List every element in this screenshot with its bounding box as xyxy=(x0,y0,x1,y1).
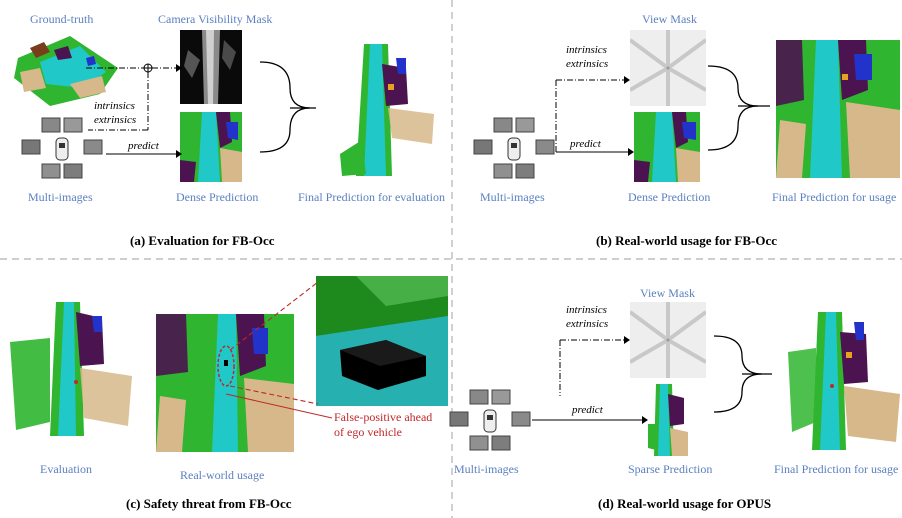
dense-prediction-image-a xyxy=(180,112,242,182)
final-prediction-usage-image-d xyxy=(788,312,900,450)
label-dense-prediction-b: Dense Prediction xyxy=(628,190,711,204)
sparse-prediction-image xyxy=(648,384,688,456)
label-view-mask-b: View Mask xyxy=(642,12,697,26)
arrow-label-extrinsics-a: extrinsics xyxy=(94,114,137,126)
label-sparse-prediction: Sparse Prediction xyxy=(628,462,713,476)
arrow-label-extrinsics-d: extrinsics xyxy=(566,318,609,330)
label-final-prediction-usage-b: Final Prediction for usage xyxy=(772,190,897,204)
label-final-prediction-evaluation: Final Prediction for evaluation xyxy=(298,190,445,204)
arrow-label-intrinsics-b: intrinsics xyxy=(566,44,607,56)
final-prediction-evaluation-image xyxy=(340,44,434,176)
evaluation-image-c xyxy=(10,302,132,436)
final-prediction-usage-image-b xyxy=(776,40,900,178)
arrow-label-predict-d: predict xyxy=(572,404,603,416)
caption-b: (b) Real-world usage for FB-Occ xyxy=(596,233,778,248)
dense-prediction-image-b xyxy=(634,112,700,182)
real-world-usage-image-c xyxy=(156,314,294,452)
caption-c: (c) Safety threat from FB-Occ xyxy=(126,496,292,511)
arrow-label-predict-a: predict xyxy=(128,140,159,152)
arrows-panel-d xyxy=(532,335,772,424)
label-camera-visibility-mask: Camera Visibility Mask xyxy=(158,12,273,26)
zoomed-false-positive-image xyxy=(316,276,448,406)
false-positive-note-line2: of ego vehicle xyxy=(334,425,402,439)
multi-images-camera-grid-d xyxy=(449,389,531,451)
label-ground-truth: Ground-truth xyxy=(30,12,94,26)
label-multi-images-a: Multi-images xyxy=(28,190,93,204)
caption-a: (a) Evaluation for FB-Occ xyxy=(130,233,275,248)
view-mask-image-b xyxy=(630,30,706,106)
multi-images-camera-grid xyxy=(21,117,103,179)
arrow-label-intrinsics-d: intrinsics xyxy=(566,304,607,316)
ground-truth-voxel-image xyxy=(14,36,118,106)
label-final-prediction-usage-d: Final Prediction for usage xyxy=(774,462,899,476)
label-real-world-usage-c: Real-world usage xyxy=(180,468,265,482)
camera-visibility-mask-image xyxy=(180,30,242,104)
arrows-panel-b xyxy=(555,65,770,156)
multi-images-camera-grid-b xyxy=(473,117,555,179)
arrow-label-predict-b: predict xyxy=(570,138,601,150)
caption-d: (d) Real-world usage for OPUS xyxy=(598,496,772,511)
arrows-panel-a xyxy=(86,61,316,158)
false-positive-note-line1: False-positive ahead xyxy=(334,410,433,424)
arrow-label-intrinsics-a: intrinsics xyxy=(94,100,135,112)
label-evaluation-c: Evaluation xyxy=(40,462,92,476)
label-multi-images-b: Multi-images xyxy=(480,190,545,204)
label-multi-images-d: Multi-images xyxy=(454,462,519,476)
arrow-label-extrinsics-b: extrinsics xyxy=(566,58,609,70)
zoom-callout-lines xyxy=(225,281,333,419)
view-mask-image-d xyxy=(630,302,706,378)
label-view-mask-d: View Mask xyxy=(640,286,695,300)
label-dense-prediction-a: Dense Prediction xyxy=(176,190,259,204)
